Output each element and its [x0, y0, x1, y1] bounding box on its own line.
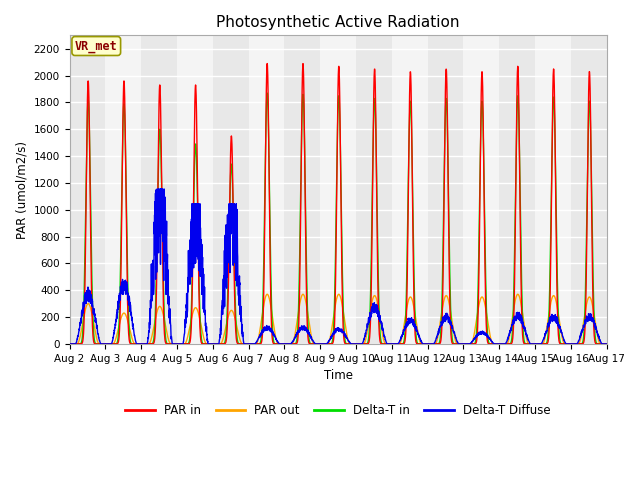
Legend: PAR in, PAR out, Delta-T in, Delta-T Diffuse: PAR in, PAR out, Delta-T in, Delta-T Dif…	[121, 399, 556, 421]
Y-axis label: PAR (umol/m2/s): PAR (umol/m2/s)	[15, 141, 28, 239]
Bar	[320, 36, 356, 344]
Bar	[106, 36, 141, 344]
Bar	[356, 36, 392, 344]
Bar	[248, 36, 284, 344]
Text: VR_met: VR_met	[75, 39, 118, 52]
Bar	[284, 36, 320, 344]
Title: Photosynthetic Active Radiation: Photosynthetic Active Radiation	[216, 15, 460, 30]
Bar	[392, 36, 428, 344]
X-axis label: Time: Time	[324, 369, 353, 382]
Bar	[428, 36, 463, 344]
Bar	[571, 36, 607, 344]
Bar	[535, 36, 571, 344]
Bar	[499, 36, 535, 344]
Bar	[212, 36, 248, 344]
Bar	[463, 36, 499, 344]
Bar	[70, 36, 106, 344]
Bar	[177, 36, 212, 344]
Bar	[141, 36, 177, 344]
